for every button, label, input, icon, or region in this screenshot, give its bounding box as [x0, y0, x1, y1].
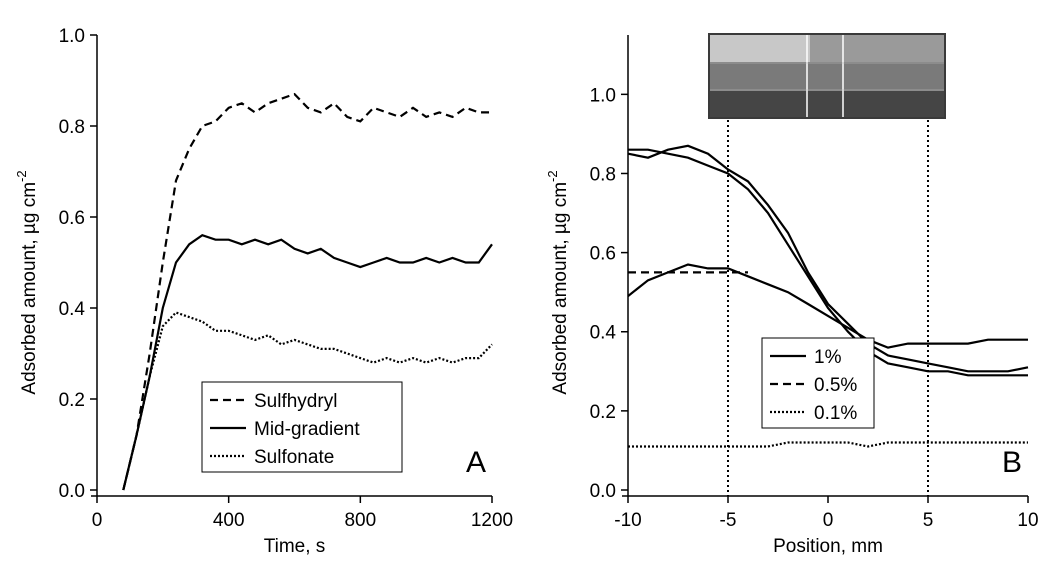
legend-label: 0.1% [814, 403, 857, 424]
y-axis-label-sup: -2 [545, 170, 560, 182]
inset-strip [710, 64, 944, 89]
y-axis-label: Adsorbed amount, µg cm-2 [545, 170, 571, 394]
x-tick-label: 10 [1017, 510, 1038, 531]
series-line [628, 148, 1028, 377]
x-tick-label: 800 [344, 510, 376, 531]
legend-label: Sulfhydryl [254, 391, 337, 412]
panel-label: B [1002, 446, 1022, 479]
y-tick-label: 0.4 [59, 299, 86, 320]
y-tick-label: 1.0 [59, 26, 85, 47]
series-line [627, 144, 1029, 373]
y-tick-label: 1.0 [590, 85, 616, 106]
y-tick-label: 0.8 [590, 164, 616, 185]
y-tick-label: 0.0 [59, 481, 85, 502]
x-tick-label: 0 [823, 510, 834, 531]
y-axis-label-sup: -2 [14, 170, 29, 182]
inset-strip-bright [710, 35, 810, 62]
series-line [122, 311, 493, 491]
x-axis-label: Time, s [264, 536, 326, 557]
y-tick-label: 0.0 [590, 481, 616, 502]
series-line [122, 233, 493, 491]
legend-label: 1% [814, 347, 842, 368]
y-tick-label: 0.4 [590, 323, 617, 344]
panel-label: A [466, 446, 486, 479]
y-tick-label: 0.6 [59, 208, 85, 229]
y-axis-label: Adsorbed amount, µg cm-2 [14, 170, 40, 394]
x-tick-label: -10 [614, 510, 641, 531]
x-tick-label: 400 [213, 510, 245, 531]
y-tick-label: 0.8 [59, 117, 85, 138]
y-tick-label: 0.2 [590, 402, 616, 423]
legend-box [761, 337, 875, 429]
series-line [627, 263, 1028, 349]
series-line [628, 441, 1028, 448]
x-tick-label: 1200 [471, 510, 513, 531]
inset-image [708, 33, 946, 119]
y-tick-label: 0.2 [59, 390, 85, 411]
legend-label: 0.5% [814, 375, 857, 396]
legend-label: Mid-gradient [254, 419, 360, 440]
legend-label: Sulfonate [254, 447, 334, 468]
y-axis-label-text: Adsorbed amount, µg cm [550, 182, 571, 395]
x-axis-label: Position, mm [773, 536, 883, 557]
inset-strip [710, 91, 944, 117]
x-tick-label: -5 [720, 510, 737, 531]
series-line [122, 92, 492, 491]
x-tick-label: 0 [92, 510, 103, 531]
x-tick-label: 5 [923, 510, 934, 531]
y-axis-label-text: Adsorbed amount, µg cm [19, 182, 40, 395]
y-tick-label: 0.6 [590, 244, 616, 265]
